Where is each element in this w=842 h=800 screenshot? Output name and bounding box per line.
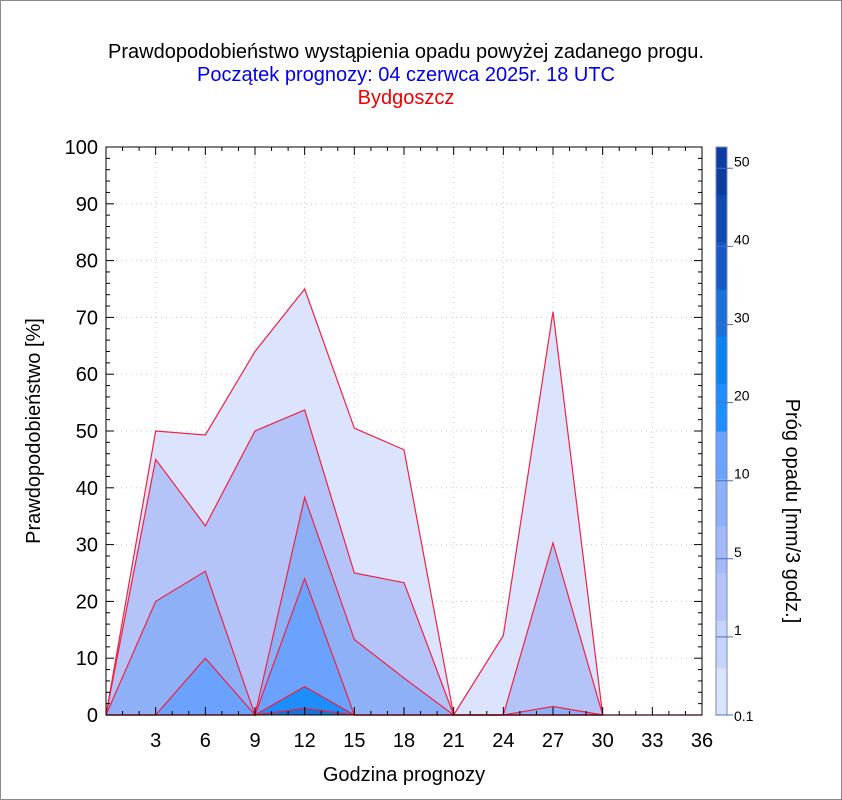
x-tick-label: 21 (443, 730, 465, 752)
colorbar-segment (716, 147, 727, 195)
probability-areas (106, 289, 603, 715)
y-tick-label: 20 (76, 591, 98, 613)
colorbar-segment (716, 383, 727, 432)
colorbar-segment (716, 431, 727, 479)
colorbar-segment (716, 525, 727, 574)
y-tick-label: 90 (76, 194, 98, 216)
y-tick-label: 0 (87, 705, 98, 727)
x-tick-label: 30 (592, 730, 614, 752)
x-tick-label: 3 (150, 730, 161, 752)
colorbar-segment (716, 289, 727, 337)
y-tick-label: 100 (65, 137, 98, 159)
colorbar-tick-label: 40 (734, 231, 750, 247)
colorbar-tick-label: 20 (734, 388, 750, 404)
colorbar-segment (716, 194, 727, 243)
y-tick-label: 60 (76, 364, 98, 386)
chart-title: Prawdopodobieństwo wystąpienia opadu pow… (108, 41, 704, 63)
x-tick-label: 27 (542, 730, 564, 752)
x-tick-label: 12 (294, 730, 316, 752)
y-tick-label: 40 (76, 478, 98, 500)
y-tick-label: 50 (76, 421, 98, 443)
y-axis-label: Prawdopodobieństwo [%] (23, 318, 45, 544)
colorbar-segment (716, 478, 727, 527)
forecast-start-subtitle: Początek prognozy: 04 czerwca 2025r. 18 … (197, 64, 615, 86)
colorbar: 0.1 1 5 10 20 30 40 50 (715, 146, 754, 724)
x-tick-label: 6 (200, 730, 211, 752)
colorbar-segment (716, 241, 727, 290)
x-tick-label: 33 (641, 730, 663, 752)
x-tick-label: 9 (249, 730, 260, 752)
x-axis-label: Godzina prognozy (323, 764, 485, 786)
colorbar-label: Próg opadu [mm/3 godz.] (781, 399, 803, 624)
colorbar-segment (716, 667, 727, 716)
colorbar-tick-label: 10 (734, 466, 750, 482)
x-tick-label: 24 (492, 730, 514, 752)
colorbar-segment (716, 573, 727, 621)
y-tick-label: 10 (76, 648, 98, 670)
colorbar-segment (716, 620, 727, 669)
colorbar-segment (716, 336, 727, 385)
x-tick-label: 36 (691, 730, 713, 752)
y-tick-label: 70 (76, 307, 98, 329)
station-name: Bydgoszcz (357, 87, 455, 109)
y-tick-label: 30 (76, 535, 98, 557)
colorbar-tick-label: 0.1 (734, 708, 754, 724)
colorbar-tick-label: 5 (734, 544, 742, 560)
colorbar-tick-label: 30 (734, 310, 750, 326)
y-tick-label: 80 (76, 251, 98, 273)
colorbar-tick-label: 1 (734, 622, 742, 638)
x-tick-label: 15 (343, 730, 365, 752)
area-threshold-1 (106, 409, 603, 715)
line-threshold-1 (105, 409, 604, 716)
line-threshold-0.1 (105, 287, 604, 717)
x-tick-label: 18 (393, 730, 415, 752)
colorbar-tick-label: 50 (734, 153, 750, 169)
area-threshold-5 (106, 497, 603, 715)
